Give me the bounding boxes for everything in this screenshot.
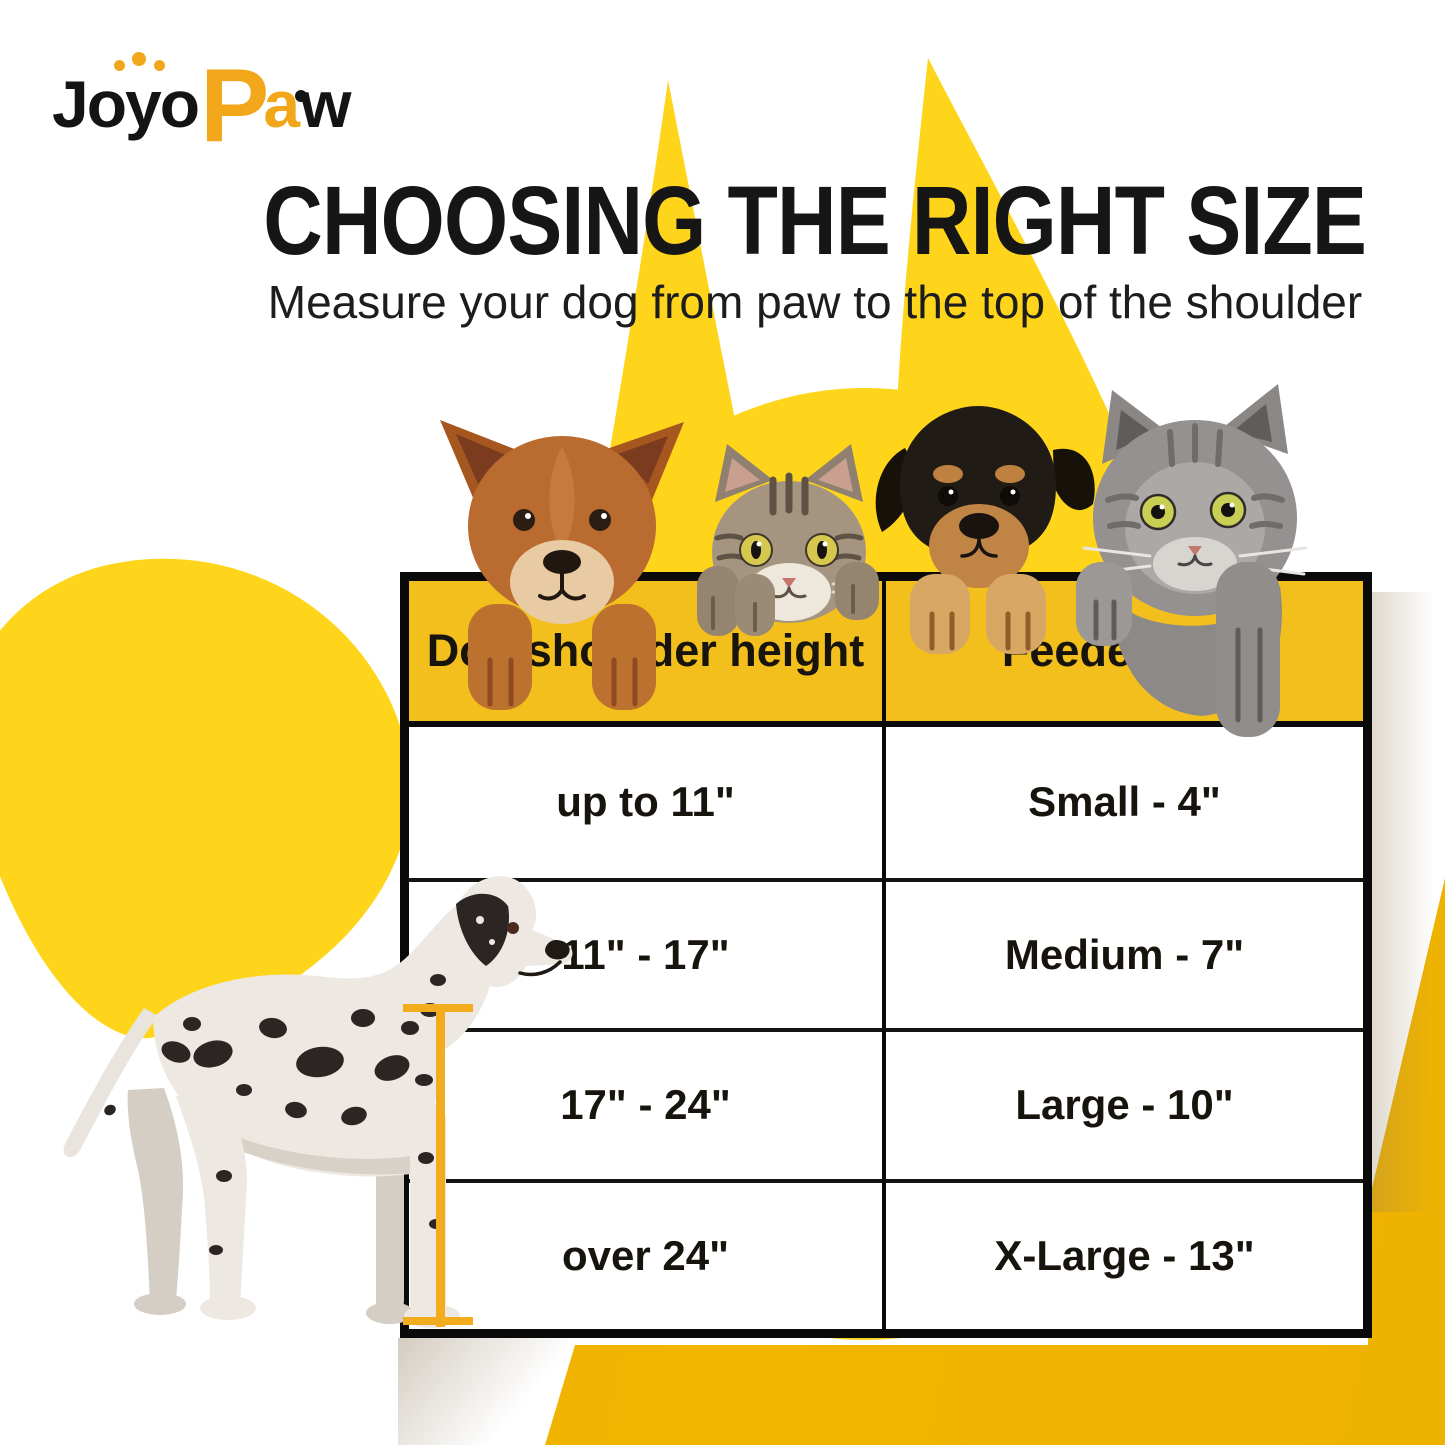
rottweiler-puppy-photo bbox=[875, 406, 1095, 654]
tabby-cat-photo bbox=[697, 444, 879, 636]
size-chart-table: Dog shoulder height Feeder size up to 11… bbox=[400, 572, 1372, 1338]
cell-height-row3: 17" - 24" bbox=[409, 1028, 886, 1179]
logo-paw-dot bbox=[114, 60, 125, 71]
heading-block: CHOOSING THE RIGHT SIZE Measure your dog… bbox=[150, 172, 1445, 329]
gray-cat-photo bbox=[1076, 384, 1308, 737]
dalmatian-spots bbox=[104, 974, 446, 1255]
measure-line bbox=[436, 1004, 445, 1327]
cell-height-row4: over 24" bbox=[409, 1178, 886, 1329]
puppy-paws bbox=[910, 574, 1046, 654]
logo-paw-dot bbox=[132, 52, 146, 66]
cell-size-row2: Medium - 7" bbox=[886, 877, 1363, 1028]
cell-size-row1: Small - 4" bbox=[886, 727, 1363, 878]
brown-dog-photo bbox=[440, 420, 684, 710]
measure-line-top-cap bbox=[403, 1004, 473, 1012]
cell-size-row4: X-Large - 13" bbox=[886, 1178, 1363, 1329]
dalmatian-illustration bbox=[63, 876, 573, 1328]
table-shadow-bottom-left bbox=[398, 1338, 568, 1445]
page-subtitle: Measure your dog from paw to the top of … bbox=[267, 276, 1363, 328]
logo-text-a: a bbox=[263, 67, 301, 141]
logo-text-joyo: Joyo bbox=[52, 67, 200, 141]
joyopaw-logo: Joyo P a w bbox=[52, 48, 351, 164]
measure-line-bottom-cap bbox=[403, 1317, 473, 1325]
table-shadow-right bbox=[1372, 592, 1445, 1212]
dog-paws bbox=[468, 604, 656, 710]
page-title: CHOOSING THE RIGHT SIZE bbox=[263, 166, 1368, 275]
cell-size-row3: Large - 10" bbox=[886, 1028, 1363, 1179]
logo-dog-eye-dot bbox=[295, 90, 307, 102]
cat-paws bbox=[697, 562, 879, 636]
logo-text-w: w bbox=[300, 67, 351, 141]
logo-paw-dot bbox=[154, 60, 165, 71]
cat-paws bbox=[1076, 562, 1280, 737]
cell-height-row1: up to 11" bbox=[409, 727, 886, 878]
